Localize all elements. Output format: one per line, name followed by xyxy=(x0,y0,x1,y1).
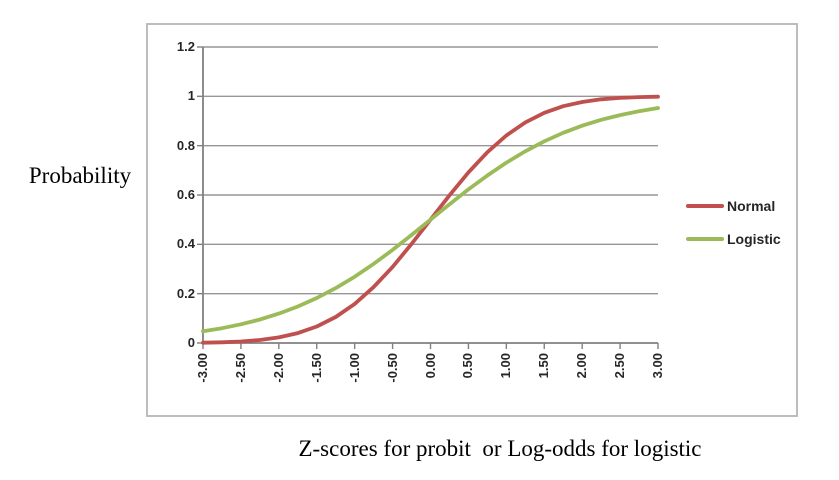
legend-item-normal: Normal xyxy=(686,195,781,217)
y-tick-label: 0.4 xyxy=(176,236,195,252)
x-tick-label: 0.00 xyxy=(422,353,438,379)
y-axis-title: Probability xyxy=(28,163,132,188)
y-tick-label: 0.6 xyxy=(176,187,195,202)
x-tick-label: -3.00 xyxy=(195,353,210,383)
x-tick-label: 2.50 xyxy=(612,353,628,379)
y-tick-label: 0.8 xyxy=(176,137,195,153)
y-tick-label: 1.2 xyxy=(176,39,195,54)
legend-label-logistic: Logistic xyxy=(727,231,781,247)
x-tick-label: 3.00 xyxy=(650,353,665,379)
x-axis-title: Z-scores for probit or Log-odds for logi… xyxy=(298,436,702,461)
legend-item-logistic: Logistic xyxy=(686,228,781,250)
x-tick-label: 2.00 xyxy=(574,353,590,379)
x-tick-label: -2.50 xyxy=(232,353,248,383)
logistic-series-swatch xyxy=(686,237,724,241)
x-tick-label: 0.50 xyxy=(460,353,476,379)
y-tick-label: 1 xyxy=(187,88,195,104)
y-tick-label: 0 xyxy=(187,335,195,350)
x-tick-label: 1.00 xyxy=(498,353,514,379)
normal-series-swatch xyxy=(686,204,724,208)
x-tick-label: -1.50 xyxy=(308,353,324,383)
legend: Normal Logistic xyxy=(686,195,781,250)
y-tick-label: 0.2 xyxy=(176,285,195,301)
x-tick-label: -2.00 xyxy=(270,353,286,383)
x-tick-label: -1.00 xyxy=(346,353,362,383)
x-tick-label: -0.50 xyxy=(384,353,400,383)
x-tick-label: 1.50 xyxy=(536,353,552,379)
legend-label-normal: Normal xyxy=(727,198,776,214)
